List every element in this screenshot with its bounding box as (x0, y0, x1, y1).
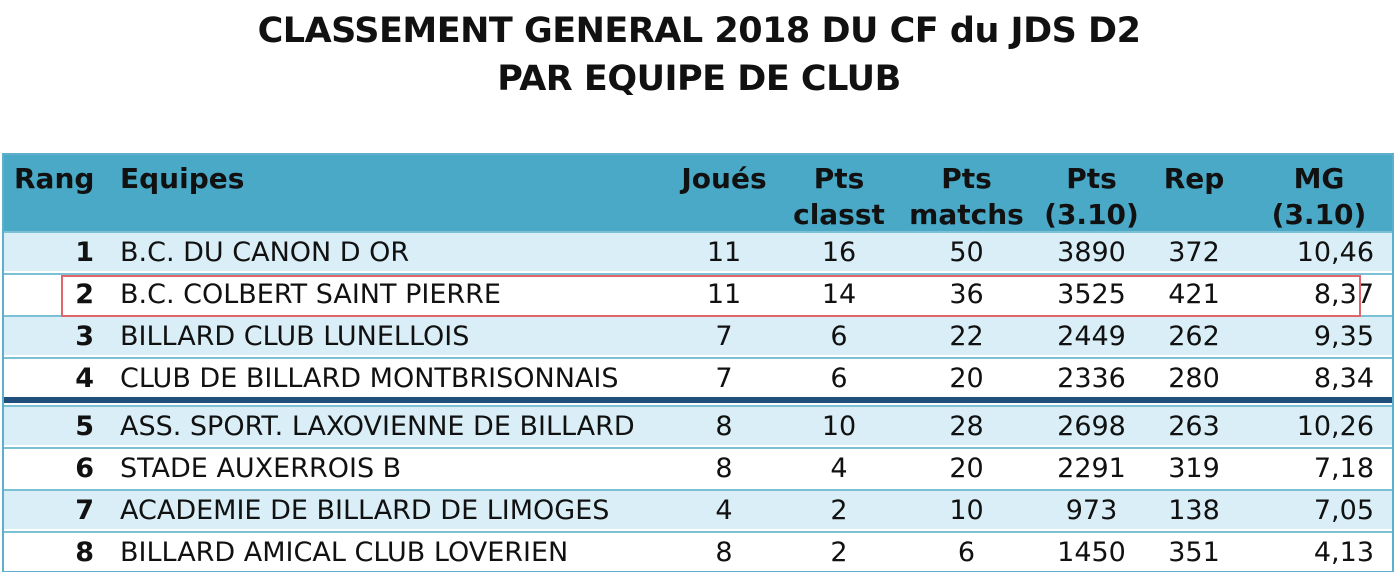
row-equipe: B.C. DU CANON D OR (120, 236, 410, 268)
header-joues: Joués (681, 162, 767, 195)
header-equipes: Equipes (120, 162, 245, 195)
row-pts-310: 3890 (1057, 236, 1126, 268)
row-pts-classt: 10 (821, 410, 857, 442)
row-joues: 11 (706, 236, 742, 268)
row-mg: 10,46 (1296, 236, 1374, 268)
row-equipe: BILLARD CLUB LUNELLOIS (120, 320, 470, 352)
row-joues: 7 (715, 320, 733, 352)
row-pts-classt: 4 (830, 452, 848, 484)
row-pts-classt: 6 (830, 320, 848, 352)
page-title: CLASSEMENT GENERAL 2018 DU CF du JDS D2 (257, 11, 1141, 51)
row-pts-classt: 6 (830, 362, 848, 394)
row-mg: 7,18 (1313, 452, 1374, 484)
row-pts-310: 2291 (1057, 452, 1126, 484)
row-rep: 372 (1168, 236, 1220, 268)
row-joues: 8 (715, 536, 733, 568)
row-equipe: CLUB DE BILLARD MONTBRISONNAIS (120, 362, 619, 394)
table-header: Rang Equipes Joués Pts classt Pts matchs… (4, 155, 1392, 233)
row-pts-matchs: 28 (949, 410, 984, 442)
row-rang: 6 (75, 452, 94, 484)
row-rang: 7 (75, 494, 94, 526)
row-pts-matchs: 50 (949, 236, 984, 268)
table-row: 1 B.C. DU CANON D OR 11 16 50 3890 372 10,46 (4, 231, 1392, 271)
table-row: 2 B.C. COLBERT SAINT PIERRE 11 14 36 3525 421 8… (4, 273, 1392, 313)
standings-table: Rang Equipes Joués Pts classt Pts matchs… (2, 153, 1394, 572)
header-mg-310: MG (3.10) (1271, 162, 1367, 231)
row-mg: 7,05 (1313, 494, 1374, 526)
row-pts-310: 973 (1065, 494, 1118, 526)
row-joues: 8 (715, 410, 733, 442)
row-pts-matchs: 20 (949, 362, 984, 394)
header-pts-matchs: Pts matchs (909, 162, 1024, 231)
row-rep: 262 (1168, 320, 1220, 352)
row-mg: 8,37 (1313, 278, 1374, 310)
row-equipe: BILLARD AMICAL CLUB LOVERIEN (120, 536, 569, 568)
header-pts-classt: Pts classt (793, 162, 885, 231)
row-pts-310: 1450 (1057, 536, 1126, 568)
row-rep: 138 (1168, 494, 1220, 526)
row-pts-matchs: 6 (957, 536, 976, 568)
table-row: 8 BILLARD AMICAL CLUB LOVERIEN 8 2 6 1450 351 4… (4, 531, 1392, 571)
row-rep: 421 (1168, 278, 1220, 310)
row-mg: 8,34 (1313, 362, 1374, 394)
row-mg: 10,26 (1296, 410, 1374, 442)
row-joues: 4 (715, 494, 733, 526)
row-equipe: B.C. COLBERT SAINT PIERRE (120, 278, 501, 310)
row-equipe: ACADEMIE DE BILLARD DE LIMOGES (120, 494, 610, 526)
row-pts-classt: 2 (830, 536, 848, 568)
row-pts-310: 2698 (1057, 410, 1126, 442)
row-pts-310: 2449 (1057, 320, 1126, 352)
row-rang: 4 (75, 362, 94, 394)
row-pts-classt: 2 (830, 494, 848, 526)
row-equipe: STADE AUXERROIS B (120, 452, 402, 484)
header-pts-310: Pts (3.10) (1044, 162, 1139, 231)
row-joues: 7 (715, 362, 733, 394)
row-pts-matchs: 36 (949, 278, 984, 310)
row-joues: 11 (706, 278, 742, 310)
row-mg: 4,13 (1313, 536, 1374, 568)
row-pts-classt: 16 (821, 236, 857, 268)
row-rep: 263 (1168, 410, 1220, 442)
row-pts-310: 2336 (1057, 362, 1126, 394)
group-separator (4, 397, 1392, 403)
table-row: 6 STADE AUXERROIS B 8 4 20 2291 319 7,18 (4, 447, 1392, 487)
table-row: 5 ASS. SPORT. LAXOVIENNE DE BILLARD 8 10 28 2… (4, 405, 1392, 445)
page-subtitle: PAR EQUIPE DE CLUB (497, 59, 901, 99)
row-rep: 351 (1168, 536, 1220, 568)
row-rang: 8 (75, 536, 94, 568)
table-row: 3 BILLARD CLUB LUNELLOIS 7 6 22 2449 262 9,35 (4, 315, 1392, 355)
row-joues: 8 (715, 452, 733, 484)
row-pts-matchs: 20 (949, 452, 984, 484)
row-rep: 280 (1168, 362, 1220, 394)
row-rang: 1 (75, 236, 94, 268)
row-mg: 9,35 (1313, 320, 1374, 352)
row-rang: 3 (75, 320, 94, 352)
row-pts-classt: 14 (821, 278, 857, 310)
table-row: 7 ACADEMIE DE BILLARD DE LIMOGES 4 2 10 973 13… (4, 489, 1392, 529)
row-rang: 2 (75, 278, 94, 310)
row-pts-310: 3525 (1057, 278, 1126, 310)
row-pts-matchs: 10 (949, 494, 984, 526)
header-rep: Rep (1163, 162, 1225, 195)
header-rang: Rang (14, 162, 95, 195)
row-rep: 319 (1168, 452, 1220, 484)
row-pts-matchs: 22 (949, 320, 984, 352)
table-row: 4 CLUB DE BILLARD MONTBRISONNAIS 7 6 20 2336 2… (4, 357, 1392, 397)
row-equipe: ASS. SPORT. LAXOVIENNE DE BILLARD (120, 410, 635, 442)
row-rang: 5 (75, 410, 94, 442)
